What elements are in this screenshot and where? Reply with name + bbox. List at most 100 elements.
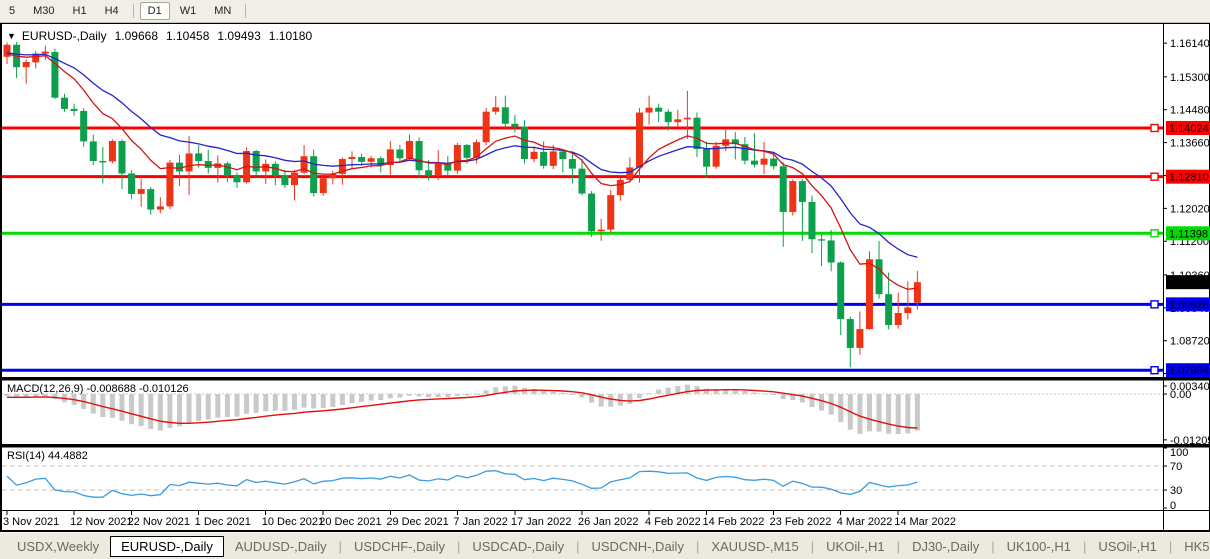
tab-usoil-h1[interactable]: USOil-,H1 [1098, 538, 1157, 554]
tab-usdcnh-daily[interactable]: USDCNH-,Daily [591, 538, 684, 554]
macd-histogram-bar [502, 386, 508, 394]
macd-histogram-bar [771, 394, 777, 395]
candle-body [770, 158, 778, 167]
price-tick-label: 1.15300 [1170, 72, 1210, 84]
price-tick-label: 1.14480 [1170, 105, 1210, 117]
candle-body [166, 162, 174, 207]
candle-body [80, 110, 88, 142]
tab-separator: | [576, 538, 580, 554]
tab-usdx-weekly[interactable]: USDX,Weekly [17, 538, 100, 554]
candle-body [22, 61, 30, 68]
macd-histogram-bar [320, 394, 326, 408]
macd-histogram-bar [809, 394, 815, 407]
tab-uk100-h1[interactable]: UK100-,H1 [1006, 538, 1071, 554]
macd-histogram-bar [704, 388, 710, 394]
tab-usdchf-daily[interactable]: USDCHF-,Daily [353, 538, 445, 554]
timeframe-button-MN[interactable]: MN [214, 5, 232, 17]
svg-text:1.11398: 1.11398 [1169, 228, 1208, 240]
rsi-axis-label: 0 [1170, 500, 1176, 512]
tab-dj30-daily[interactable]: DJ30-,Daily [912, 538, 980, 554]
current-price-label: 1.10180 [1166, 275, 1210, 290]
macd-histogram-bar [665, 387, 671, 394]
timeframe-button-D1[interactable]: D1 [139, 2, 170, 20]
horizontal-line[interactable] [2, 229, 1163, 238]
candle-body [60, 97, 68, 109]
tab-xauusd-m15[interactable]: XAUUSD-,M15 [711, 538, 799, 554]
macd-axis-label: 0.003408 [1170, 381, 1210, 393]
timeframe-button-H1[interactable]: H1 [72, 5, 87, 17]
horizontal-line[interactable] [2, 123, 1163, 133]
tab-ukoil-h1[interactable]: UKOil-,H1 [826, 538, 885, 554]
candle-body [540, 151, 548, 166]
candle-body [693, 117, 701, 150]
candle-body [501, 107, 509, 124]
candle-body [597, 229, 605, 232]
macd-histogram-bar [742, 391, 748, 394]
quote-high: 1.10458 [166, 29, 210, 43]
horizontal-line[interactable] [2, 300, 1163, 309]
macd-histogram-bar [732, 389, 738, 394]
macd-histogram-bar [780, 394, 786, 400]
candle-body [89, 141, 97, 162]
candle-body [358, 157, 366, 162]
candle-body [664, 111, 672, 123]
candle-body [885, 294, 893, 326]
macd-histogram-bar [33, 394, 39, 397]
candle-body [827, 240, 835, 263]
macd-histogram-bar [550, 391, 556, 394]
candle-body [108, 140, 116, 162]
candle-body [99, 161, 107, 163]
line-handle [1150, 229, 1159, 238]
macd-histogram-bar [876, 394, 882, 432]
timeframe-button-H4[interactable]: H4 [104, 5, 119, 17]
macd-histogram-bar [397, 394, 403, 398]
macd-histogram-bar [464, 394, 470, 396]
macd-histogram-bar [589, 394, 595, 403]
candle-body [463, 145, 471, 158]
candle-body [760, 158, 768, 165]
timeframe-button-5[interactable]: 5 [9, 5, 16, 17]
timeframe-button-W1[interactable]: W1 [179, 5, 197, 17]
macd-histogram-bar [4, 394, 10, 397]
macd-histogram-bar [234, 394, 240, 417]
candle-body [674, 119, 682, 123]
tab-usdcad-daily[interactable]: USDCAD-,Daily [472, 538, 565, 554]
quote-open: 1.09668 [114, 29, 158, 43]
line-price-label: 1.09626 [1166, 297, 1210, 312]
price-tick-label: 1.08720 [1170, 336, 1210, 348]
line-price-label: 1.07984 [1166, 363, 1210, 378]
horizontal-line[interactable] [2, 366, 1163, 375]
macd-histogram-bar [541, 391, 547, 394]
candle-body [377, 158, 385, 166]
candle-body [818, 239, 826, 241]
tab-separator: | [1082, 538, 1087, 554]
tab-hk50-daily[interactable]: HK50-,Daily [1184, 538, 1210, 554]
candle-body [750, 160, 758, 165]
candle-body [837, 262, 845, 320]
macd-histogram-bar [886, 394, 892, 434]
macd-histogram-bar [359, 394, 365, 402]
ma-fast-line [6, 53, 918, 290]
tab-audusd-daily[interactable]: AUDUSD-,Daily [234, 538, 327, 554]
macd-histogram-bar [646, 393, 652, 395]
svg-text:1.07984: 1.07984 [1169, 365, 1209, 377]
price-tick-label: 1.16140 [1170, 38, 1210, 50]
candle-body [453, 145, 461, 171]
macd-histogram-bar [52, 394, 58, 400]
tab-eurusd-daily[interactable]: EURUSD-,Daily [110, 535, 224, 557]
chart-title: ▼ EURUSD-,Daily 1.09668 1.10458 1.09493 … [7, 29, 312, 43]
macd-histogram-bar [253, 394, 259, 413]
rsi-line [6, 470, 918, 498]
symbol-dropdown-icon[interactable]: ▼ [7, 30, 16, 41]
candle-body [41, 51, 49, 54]
candle-body [712, 145, 720, 167]
macd-histogram-bar [454, 394, 460, 396]
candle-body [530, 151, 538, 160]
candle-body [607, 195, 615, 230]
candle-body [578, 168, 586, 194]
macd-histogram-bar [339, 394, 345, 405]
candle-body [865, 259, 873, 330]
timeframe-button-M30[interactable]: M30 [33, 5, 55, 17]
macd-histogram-bar [426, 394, 432, 398]
chart-symbol-label: EURUSD-,Daily [21, 29, 107, 43]
